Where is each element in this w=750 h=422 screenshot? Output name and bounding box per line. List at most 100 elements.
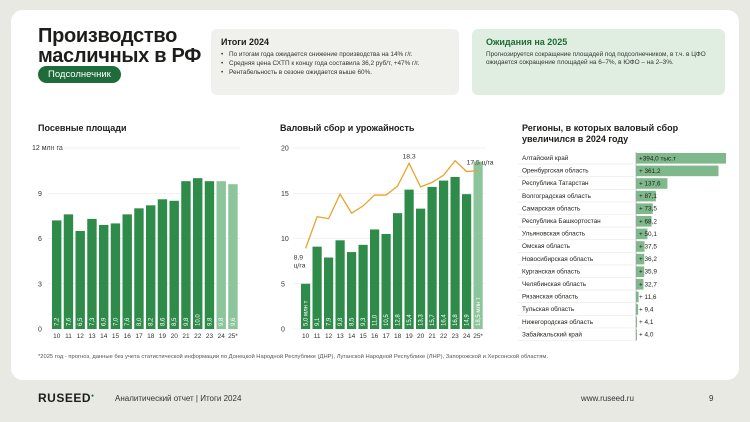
region-bar [636, 178, 668, 189]
region-label: Самарская область [522, 204, 581, 212]
x-tick-label: 19 [405, 333, 413, 340]
region-value-label: + 9,4 [639, 307, 654, 314]
bar-value-label: 15,4 [407, 314, 413, 326]
bar [404, 189, 414, 329]
y-axis-unit-label: 12 млн га [32, 145, 63, 152]
region-value-label: + 32,7 [639, 281, 657, 288]
region-bar [636, 228, 648, 240]
x-tick-label: 25* [473, 333, 483, 340]
x-tick-label: 14 [100, 333, 108, 340]
x-tick-label: 18 [147, 333, 155, 340]
yield-annotation-peak: 18,3 [402, 153, 415, 160]
y-tick-label: 15 [281, 191, 289, 198]
region-bar [636, 203, 653, 214]
yield-annotation-start-unit: ц/га [294, 262, 306, 269]
x-tick-label: 25* [228, 333, 238, 340]
bar [381, 233, 391, 329]
y-tick-label: 20 [281, 146, 289, 153]
bar [52, 220, 62, 329]
region-bar [636, 316, 637, 328]
logo-text: RUSEED [38, 391, 92, 405]
bar [473, 161, 483, 329]
bar-value-label: 8,6 [160, 317, 166, 326]
outlook-box: Ожидания на 2025 Прогнозируется сокращен… [472, 29, 725, 95]
region-label: Рязанская область [522, 293, 579, 301]
page-number: 9 [709, 394, 714, 403]
y-tick-label: 10 [281, 236, 289, 243]
yield-annotation-end: 17,5 ц/га [467, 160, 494, 167]
x-tick-label: 11 [65, 333, 72, 340]
yield-line [304, 159, 479, 249]
region-value-label: + 4,1 [639, 319, 654, 326]
bar [157, 199, 168, 329]
summary-bullet: Рентабельность в сезоне ожидается выше 6… [221, 69, 449, 77]
bar [228, 184, 238, 329]
bar-value-label: 5,0 млн т [304, 300, 310, 326]
region-bar [636, 291, 639, 303]
region-label: Новосибирская область [522, 255, 594, 263]
logo-mark-icon: ● [91, 393, 95, 399]
bar [393, 213, 403, 329]
x-tick-label: 23 [206, 333, 214, 340]
bar-value-label: 9,8 [184, 317, 190, 326]
bar [99, 224, 109, 329]
x-tick-label: 11 [314, 333, 321, 340]
x-tick-label: 12 [325, 333, 333, 340]
region-label: Забайкальский край [522, 330, 582, 338]
x-tick-label: 16 [124, 333, 132, 340]
summary-list: По итогам года ожидается снижение произв… [221, 51, 449, 77]
website-link[interactable]: www.ruseed.ru [581, 394, 634, 403]
region-bar [636, 304, 639, 315]
x-tick-label: 13 [336, 333, 344, 340]
regions-chart: Алтайский край +394,0 тыс.т Оренбургская о… [518, 152, 726, 341]
region-label: Волгоградская область [522, 192, 592, 200]
region-label: Нижегородская область [522, 318, 594, 326]
region-bar [636, 253, 645, 265]
region-bar [636, 165, 719, 177]
region-bar [636, 216, 652, 227]
footnote: *2025 год - прогноз, данные без учета ст… [38, 354, 548, 360]
bar-value-label: 7,0 [113, 317, 119, 326]
x-tick-label: 18 [394, 333, 402, 340]
y-tick-label: 5 [281, 281, 285, 288]
bar-value-label: 6,9 [102, 317, 108, 326]
page-title: Производство масличных в РФ [38, 25, 202, 67]
yield-annotation-start: 8,9 [294, 254, 304, 261]
bar-value-label: 11,0 [373, 314, 379, 326]
ruseed-logo: RUSEED● [38, 391, 95, 405]
bar-value-label: 18,5 млн т [476, 297, 482, 326]
x-tick-label: 24 [218, 333, 226, 340]
region-label: Республика Башкортостан [522, 217, 601, 225]
region-label: Оренбургская область [522, 167, 589, 175]
bar-value-label: 9,1 [315, 317, 321, 326]
region-value-label: + 361,2 [639, 168, 661, 175]
outlook-text: Прогнозируется сокращение площадей под п… [486, 51, 706, 66]
bar-value-label: 9,8 [207, 317, 213, 326]
bar [347, 252, 357, 329]
bar-value-label: 14,9 [465, 314, 471, 326]
x-tick-label: 16 [371, 333, 379, 340]
region-value-label: + 37,5 [639, 244, 657, 251]
x-tick-label: 21 [182, 333, 190, 340]
y-tick-label: 0 [281, 327, 285, 334]
x-tick-label: 20 [171, 333, 179, 340]
bar-value-label: 7,9 [327, 317, 333, 326]
region-bar [636, 329, 637, 340]
region-label: Республика Татарстан [522, 179, 589, 187]
x-tick-label: 17 [135, 333, 143, 340]
bar [63, 214, 74, 329]
bar-value-label: 16,4 [442, 314, 448, 326]
x-tick-label: 20 [417, 333, 425, 340]
bar-value-label: 7,3 [90, 317, 96, 326]
bar [439, 180, 449, 329]
x-tick-label: 10 [302, 333, 310, 340]
y-tick-label: 3 [38, 281, 42, 288]
bar-value-label: 8,5 [350, 317, 356, 326]
bar [87, 218, 97, 329]
bar [416, 208, 426, 329]
bar [169, 200, 179, 329]
summary-box: Итоги 2024 По итогам года ожидается сниж… [211, 29, 459, 95]
region-bar [636, 279, 644, 290]
y-tick-label: 9 [38, 191, 42, 198]
bar [75, 230, 85, 329]
